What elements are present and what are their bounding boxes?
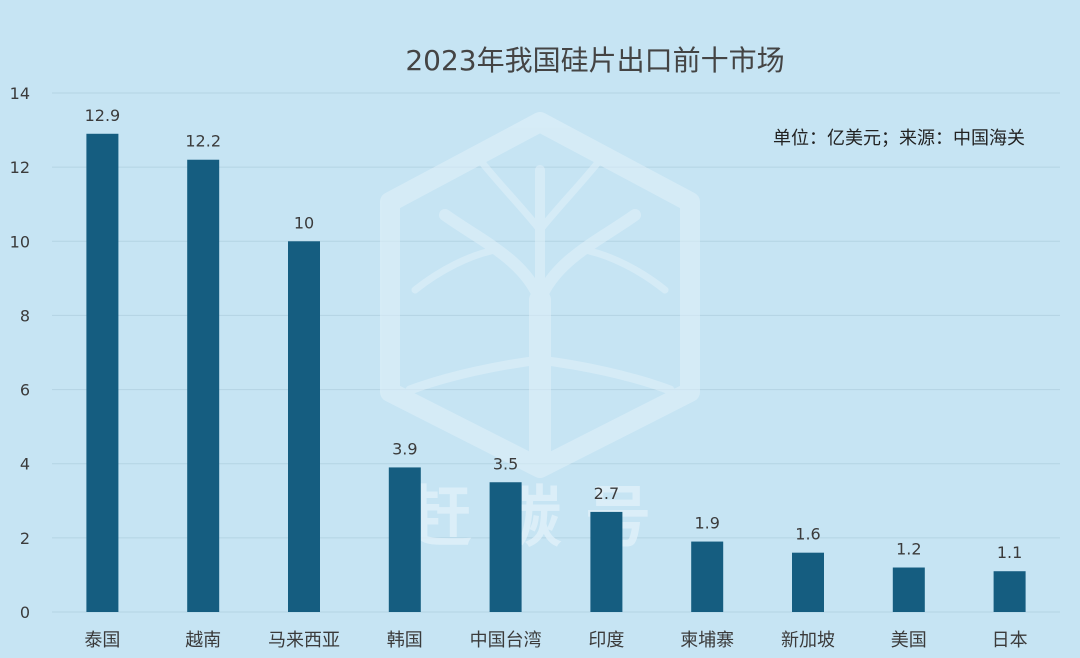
bar	[388, 467, 421, 612]
y-tick-label: 0	[20, 603, 30, 622]
y-tick-label: 14	[10, 84, 30, 103]
watermark-logo	[380, 112, 700, 478]
y-tick-label: 10	[10, 232, 30, 251]
value-labels: 12.9 12.2 10 3.9 3.5 2.7 1.9 1.6 1.2 1.1	[85, 106, 1023, 562]
bar	[892, 567, 925, 612]
bar	[792, 552, 824, 612]
x-tick-label: 印度	[588, 630, 624, 651]
y-tick-label: 6	[20, 381, 30, 400]
y-tick-label: 2	[20, 529, 30, 548]
chart-title: 2023年我国硅片出口前十市场	[405, 44, 784, 77]
x-tick-label: 柬埔寨	[680, 630, 734, 651]
bar-value-label: 1.9	[694, 514, 719, 533]
bar	[993, 571, 1026, 612]
y-tick-label: 12	[10, 158, 30, 177]
bars	[86, 133, 1026, 613]
x-tick-label: 美国	[891, 630, 927, 651]
bar-value-label: 3.9	[392, 439, 417, 458]
bar	[590, 511, 623, 612]
bar-value-label: 1.1	[997, 543, 1022, 562]
x-tick-label: 日本	[992, 630, 1028, 651]
x-tick-label: 韩国	[387, 630, 423, 651]
bar-value-label: 2.7	[594, 484, 619, 503]
y-tick-label: 4	[20, 455, 30, 474]
x-tick-label: 中国台湾	[470, 630, 542, 651]
bar	[691, 541, 724, 612]
x-axis-ticks: 泰国 越南 马来西亚 韩国 中国台湾 印度 柬埔寨 新加坡 美国 日本	[84, 630, 1027, 651]
bar	[187, 159, 220, 612]
bar	[288, 241, 320, 613]
x-tick-label: 泰国	[84, 630, 120, 651]
x-tick-label: 越南	[185, 630, 221, 651]
bar	[489, 482, 522, 612]
bar-value-label: 12.2	[185, 132, 221, 151]
x-tick-label: 马来西亚	[268, 630, 340, 651]
y-axis-ticks: 0 2 4 6 8 10 12 14	[10, 84, 30, 622]
bar	[86, 133, 119, 612]
watermark-text: 赶碳号	[405, 479, 675, 556]
bar-value-label: 1.6	[795, 525, 820, 544]
bar-value-label: 1.2	[896, 540, 921, 559]
bar-value-label: 12.9	[85, 106, 121, 125]
bar-value-label: 3.5	[493, 454, 518, 473]
x-tick-label: 新加坡	[781, 630, 835, 651]
y-tick-label: 8	[20, 306, 30, 325]
bar-value-label: 10	[294, 213, 314, 232]
source-annotation: 单位：亿美元；来源：中国海关	[773, 128, 1025, 149]
